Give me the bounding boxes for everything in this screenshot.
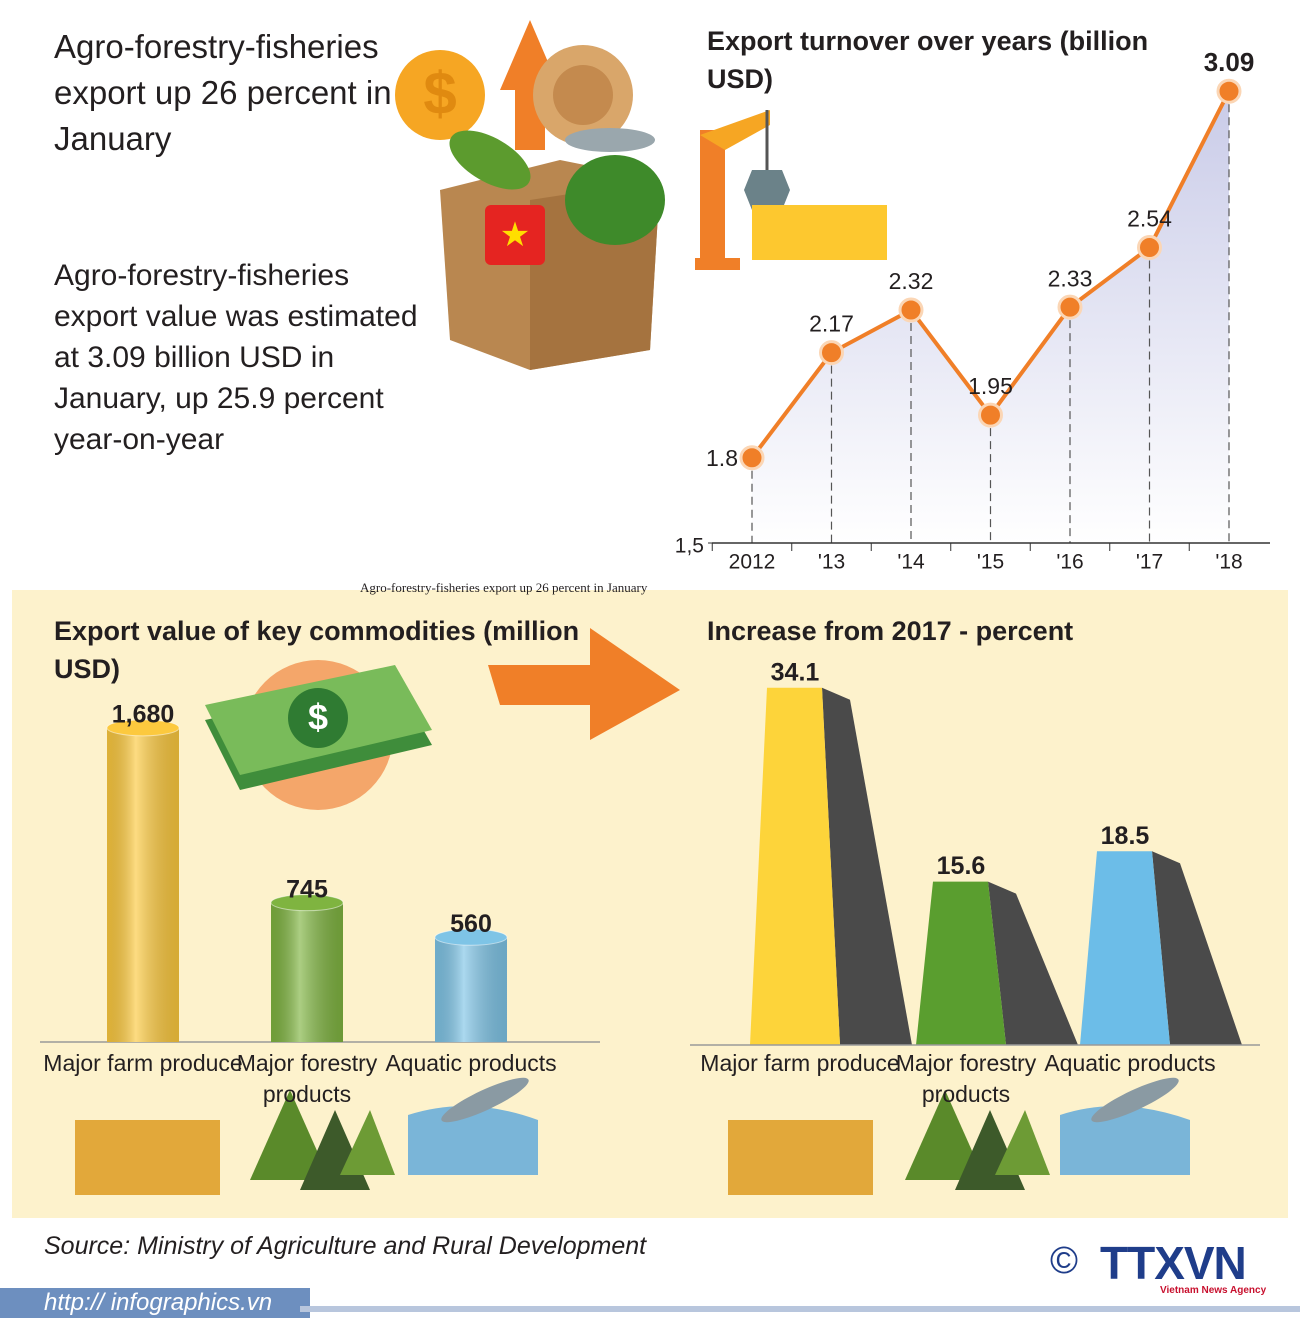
value-label: 34.1	[771, 658, 820, 686]
x-tick-label: Major forestry products	[236, 1050, 378, 1107]
agency: Vietnam News Agency	[1160, 1285, 1267, 1296]
svg-text:$: $	[308, 697, 328, 738]
illustration-crane	[695, 110, 887, 270]
x-tick-label: Aquatic products	[1044, 1050, 1216, 1076]
point	[898, 297, 924, 323]
value-label: 18.5	[1101, 822, 1150, 850]
bar	[1080, 851, 1170, 1045]
value-label: 15.6	[937, 852, 986, 880]
chart-title: Increase from 2017 - percent	[707, 616, 1074, 646]
logo: TTXVN	[1100, 1237, 1247, 1289]
bar-top	[434, 928, 508, 946]
svg-text:★: ★	[500, 216, 530, 254]
bar-shadow	[988, 881, 1078, 1045]
value-label: 560	[450, 910, 492, 938]
value-label: 2.33	[1048, 265, 1093, 291]
copyright: ©	[1050, 1240, 1078, 1282]
x-tick-label: '15	[977, 551, 1004, 574]
bar-shade	[435, 937, 507, 1042]
bar-shade	[107, 727, 179, 1042]
point	[739, 445, 765, 471]
x-tick-label: Aquatic products	[385, 1050, 557, 1076]
source: Source: Ministry of Agriculture and Rura…	[44, 1232, 647, 1260]
url-band	[0, 1288, 310, 1318]
point	[978, 402, 1003, 428]
description: Agro-forestry-fisheries export value was…	[54, 259, 418, 456]
url: http:// infographics.vn	[44, 1289, 273, 1316]
illustration-icons	[75, 1077, 1190, 1195]
x-tick-label: '13	[818, 551, 845, 574]
point	[1216, 78, 1242, 104]
bar-shade	[271, 902, 343, 1042]
y-tick-label: 1,5	[675, 535, 704, 558]
x-tick-label: '14	[897, 551, 925, 574]
caption: Agro-forestry-fisheries export up 26 per…	[360, 580, 648, 595]
bar-top	[270, 894, 344, 912]
value-label: 1.8	[706, 445, 738, 471]
value-label: 745	[286, 875, 328, 903]
illustration-box: $ ★	[395, 20, 665, 370]
svg-text:$: $	[423, 60, 456, 127]
url-rule	[300, 1306, 1300, 1312]
x-tick-label: Major farm produce	[43, 1050, 243, 1076]
x-tick-label: '17	[1136, 551, 1163, 574]
value-label: 3.09	[1204, 47, 1255, 77]
bar-shadow	[822, 687, 912, 1045]
area	[752, 91, 1229, 544]
value-label: 2.17	[809, 311, 854, 337]
value-label: 1.95	[968, 373, 1013, 399]
point	[819, 340, 844, 366]
bar-top	[106, 719, 180, 737]
x-tick-label: '18	[1215, 551, 1242, 574]
x-tick-label: Major forestry products	[895, 1050, 1037, 1107]
x-tick-label: '16	[1056, 551, 1083, 574]
value-label: 1,680	[112, 700, 175, 728]
value-label: 2.54	[1127, 206, 1172, 232]
bar	[750, 687, 840, 1045]
chart-title: Export turnover over years (billion USD)	[707, 26, 1149, 94]
x-tick-label: Major farm produce	[700, 1050, 900, 1076]
illustration-arrow	[488, 628, 680, 740]
point	[1057, 294, 1083, 320]
bar	[916, 881, 1006, 1045]
bar-shadow	[1152, 851, 1242, 1045]
chart-title: Export value of key commodities (million…	[54, 616, 580, 684]
point	[1137, 235, 1162, 261]
x-tick-label: 2012	[729, 551, 776, 574]
illustration-money: $	[205, 660, 432, 810]
value-label: 2.32	[889, 268, 934, 294]
page-title: Agro-forestry-fisheries export up 26 per…	[54, 28, 392, 157]
